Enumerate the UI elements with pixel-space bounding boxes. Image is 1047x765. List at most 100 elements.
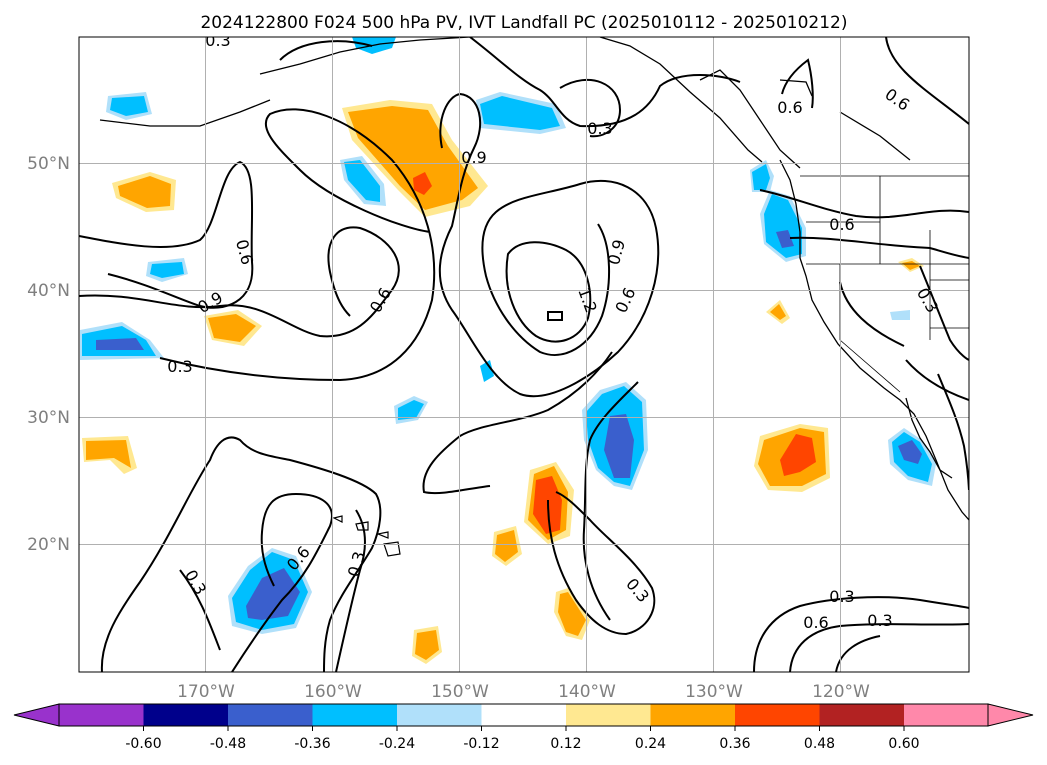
colorbar-tick-label: -0.24 <box>379 736 415 752</box>
shade-blob <box>208 314 256 342</box>
coastline <box>599 37 763 163</box>
shade-blob <box>86 440 131 468</box>
contour-label: 0.3 <box>167 357 192 376</box>
contour-line <box>505 241 592 343</box>
shade-blob <box>480 96 560 130</box>
map-background <box>79 37 969 672</box>
shade-blob <box>898 440 922 464</box>
lon-tick-label: 170°W <box>177 682 235 702</box>
colorbar-tick-label: 0.60 <box>888 736 919 752</box>
colorbar-tick-label: 0.12 <box>550 736 581 752</box>
island <box>355 521 369 531</box>
colorbar-tick-label: 0.24 <box>635 736 666 752</box>
shade-blob <box>480 360 494 382</box>
colorbar-segment <box>819 704 904 726</box>
contour-line <box>79 226 400 338</box>
contour-line <box>559 78 622 138</box>
contour-line <box>789 623 969 672</box>
shade-blob <box>495 530 518 562</box>
shade-blob <box>398 400 424 420</box>
coastline <box>699 69 801 169</box>
colorbar-segment <box>904 704 988 726</box>
contour-label: 0.9 <box>461 148 486 167</box>
colorbar-ticks: -0.60 -0.48 -0.36 -0.24 -0.12 0.12 0.24 0.36 0.4… <box>125 726 920 752</box>
colorbar-segment <box>481 704 566 726</box>
shade-blob <box>246 568 300 620</box>
lon-tick-label: 130°W <box>685 682 743 702</box>
contour-line <box>159 108 436 382</box>
shade-blob <box>344 160 380 202</box>
contour-line <box>789 236 969 259</box>
colorbar-segment <box>650 704 735 726</box>
coastline <box>259 37 471 75</box>
contour-line <box>919 265 969 361</box>
shade-blob <box>415 630 439 660</box>
colorbar-segments <box>59 704 988 726</box>
colorbar-tick-label: -0.12 <box>463 736 499 752</box>
contour-line <box>759 189 969 219</box>
shade-blob <box>770 304 786 320</box>
lon-tick-label: 150°W <box>431 682 489 702</box>
colorbar-extend-max <box>987 703 1034 727</box>
contour-line <box>781 58 814 109</box>
lat-tick-label: 30°N <box>27 408 70 428</box>
hawaii-islands <box>332 515 401 557</box>
shade-blob <box>752 164 770 190</box>
contour-line <box>279 40 373 61</box>
coastline-layer <box>99 37 969 521</box>
contour-label: 0.3 <box>587 119 612 138</box>
contour-line <box>547 491 656 636</box>
shade-blob <box>348 106 478 210</box>
lat-tick-label: 40°N <box>27 281 70 301</box>
lat-tick-label: 20°N <box>27 535 70 555</box>
shade-blob <box>118 176 171 208</box>
colorbar-segment <box>59 704 144 726</box>
colorbar-frame <box>58 703 989 727</box>
colorbar-tick-label: -0.36 <box>294 736 330 752</box>
colorbar-tick-label: -0.48 <box>210 736 246 752</box>
gridlines <box>79 37 969 672</box>
contour-label: 0.6 <box>829 215 854 234</box>
shade-blob <box>780 434 816 476</box>
shading-layer <box>80 37 936 664</box>
coastline <box>905 397 953 479</box>
contour-label: 0.3 <box>205 31 230 50</box>
colorbar-segment <box>143 704 228 726</box>
shade-blob <box>558 592 586 636</box>
coastline <box>99 99 271 127</box>
colorbar-segment <box>397 704 482 726</box>
contour-line <box>438 92 660 398</box>
shade-blob <box>890 310 910 320</box>
lon-tick-label: 160°W <box>304 682 362 702</box>
shade-blob <box>150 262 184 278</box>
coastline <box>839 111 911 161</box>
contour-line <box>582 381 639 621</box>
lon-tick-label: 140°W <box>558 682 616 702</box>
colorbar-tick-label: 0.36 <box>719 736 750 752</box>
contour-line <box>547 311 563 321</box>
island <box>375 531 389 539</box>
island <box>383 541 401 557</box>
shade-blob <box>110 96 148 116</box>
map-frame <box>78 36 970 673</box>
island <box>332 515 343 523</box>
contour-label: 0.6 <box>803 613 828 632</box>
colorbar-tick-label: -0.60 <box>125 736 161 752</box>
colorbar-segment <box>566 704 651 726</box>
shade-blob <box>413 172 432 195</box>
contour-line <box>335 509 366 672</box>
shade-blob <box>96 338 144 350</box>
contour-line <box>231 492 333 672</box>
coastline <box>779 159 969 521</box>
colorbar-segment <box>312 704 397 726</box>
contour-label: 0.3 <box>829 587 854 606</box>
chart-title: 2024122800 F024 500 hPa PV, IVT Landfall… <box>200 13 847 33</box>
colorbar-extend-min <box>13 703 60 727</box>
contour-line <box>79 160 254 309</box>
contour-line <box>179 569 221 651</box>
colorbar-segment <box>735 704 820 726</box>
map-panel: 0.3 0.3 0.6 0.6 0.9 0.6 0.9 0.3 0.6 0.6 … <box>78 31 970 673</box>
contour-line <box>100 436 382 672</box>
contour-line <box>885 37 969 125</box>
